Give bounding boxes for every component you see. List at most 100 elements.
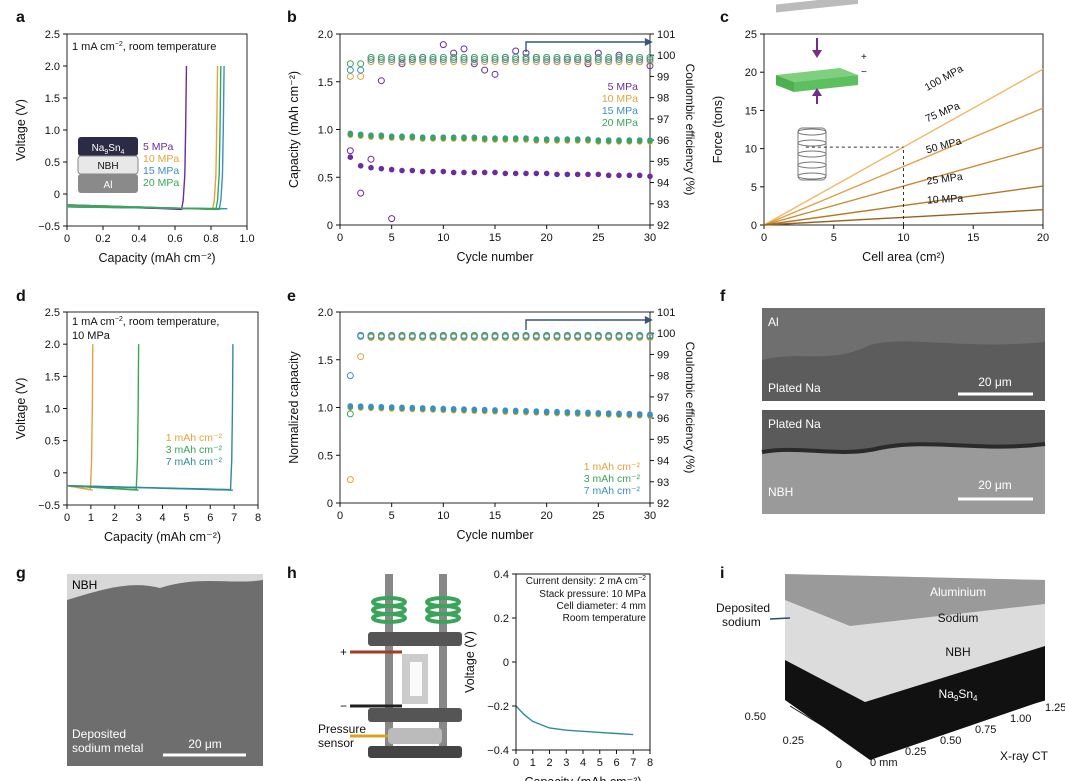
y-tick-label-d: 2.5 [45,307,60,319]
legend-entry-a: 15 MPa [143,165,179,177]
x-tick-label-b: 20 [541,232,553,244]
capacity-point-e [450,405,457,412]
ce-point-b [584,55,592,63]
y2-tick-label-e: 96 [657,413,669,425]
ce-point-b [398,55,406,63]
ct-xray-label: X-ray CT [1000,749,1049,763]
capacity-point-e [616,410,622,417]
ct-layer-na9sn4: Na9Sn4 [939,687,978,703]
y-tick-label-e: 2.0 [318,307,333,319]
y-axis-title-d: Voltage (V) [14,378,28,440]
y-tick-label-d: 1.5 [45,371,60,383]
capacity-point-b [512,170,519,177]
arrow-e [525,319,645,330]
capacity-point-b [409,134,416,140]
ce-point-b [388,58,396,66]
ce-point-e [605,331,613,339]
ce-point-b [450,55,458,63]
x-tick-label-h: 0 [513,757,519,769]
series-line-h [515,705,634,736]
y-tick-label-h: −0.2 [487,701,509,713]
capacity-point-b [574,137,581,143]
y2-tick-label-e: 98 [657,371,669,383]
ce-point-b [594,58,602,66]
capacity-point-b [409,167,416,174]
chart-d: 0 1 2 3 4 5 6 7 8 −0.5 0 0.5 1.0 1.5 2.0 2.5 Capacity (m… [14,307,261,544]
ce-point-b [460,55,468,63]
capacity-point-b [419,168,426,175]
ct-x-tick: 0.25 [905,746,926,758]
x-tick-label-a: 0.2 [95,233,110,245]
ct-x-tick: 0.75 [975,724,996,736]
ct-x-tick: 1.25 [1045,702,1065,714]
y2-tick-label-b: 98 [657,93,669,105]
panel-c-cell-illustration: + − [776,0,867,181]
capacity-point-b [450,169,457,176]
ce-point-b [429,58,437,66]
ce-point-b [408,55,416,63]
legend-entry-b: 15 MPa [602,105,638,117]
ce-point-b [646,55,654,63]
line-label-c: 75 MPa [924,100,962,125]
x-tick-label-c: 0 [761,232,767,244]
capacity-point-e [368,403,374,410]
legend-entry-e: 7 mAh cm⁻² [584,485,641,497]
capacity-point-b [605,172,612,179]
ce-point-e [377,331,385,339]
ce-point-e [450,331,458,339]
press-sensor-label-line1: Pressure [318,722,366,736]
y-tick-label-a: 2.0 [45,61,60,73]
micrograph-bottom-label-plated-na: Plated Na [768,417,821,431]
ce-point-b [646,53,654,61]
x-tick-label-d: 6 [207,512,213,524]
capacity-point-b [636,172,643,179]
info-cell-diameter: Cell diameter: 4 mm [557,601,646,612]
x-tick-label-d: 8 [255,512,261,524]
cell-minus-sign: − [861,67,867,78]
ce-point-b [615,58,623,66]
x-tick-label-d: 0 [64,512,70,524]
y2-tick-label-e: 100 [657,328,675,340]
y-tick-label-a: 1.0 [45,125,60,137]
micrograph-bottom-label-nbh: NBH [768,485,793,499]
info-stack-pressure: Stack pressure: 10 MPa [539,589,646,600]
y2-axis-title-e: Coulombic efficiency (%) [683,342,697,474]
x-tick-label-d: 1 [88,512,94,524]
ce-point-b [357,72,365,80]
ce-point-b [615,55,623,63]
capacity-point-b [585,171,591,178]
ce-point-e [357,331,365,339]
micrograph-g-scale: 20 μm [188,737,222,751]
capacity-point-e [471,406,478,413]
ce-point-b [563,53,571,61]
capacity-point-e [430,405,436,411]
capacity-point-b [378,133,385,139]
capacity-point-b [347,131,354,138]
y2-tick-label-b: 101 [657,29,675,41]
y2-tick-label-e: 92 [657,498,669,510]
capacity-point-e [585,409,591,416]
ce-point-b [460,58,468,66]
x-tick-label-d: 3 [136,512,142,524]
ce-point-b [512,55,520,63]
capacity-point-e [636,411,643,417]
ce-point-b [481,53,489,61]
capacity-point-e [647,411,653,417]
panel-h-press-illustration: + − Pressure sensor [318,574,462,758]
series-line-c [763,107,1044,226]
ce-point-b [532,53,540,61]
ce-point-b [522,55,530,63]
ce-point-e [594,331,602,339]
capacity-point-b [574,171,581,178]
micrograph-top-label-plated-na: Plated Na [768,381,821,395]
x-tick-label-h: 3 [563,757,569,769]
capacity-point-b [481,169,488,176]
ce-point-e [501,331,509,339]
ce-point-b [543,55,551,63]
panel-label-e: e [287,288,296,305]
y-axis-title-h: Voltage (V) [463,631,477,693]
y-tick-label-e: 0 [327,498,333,510]
ce-point-b [419,55,427,63]
capacity-point-b [419,135,426,141]
legend-entry-b: 10 MPa [602,93,638,105]
